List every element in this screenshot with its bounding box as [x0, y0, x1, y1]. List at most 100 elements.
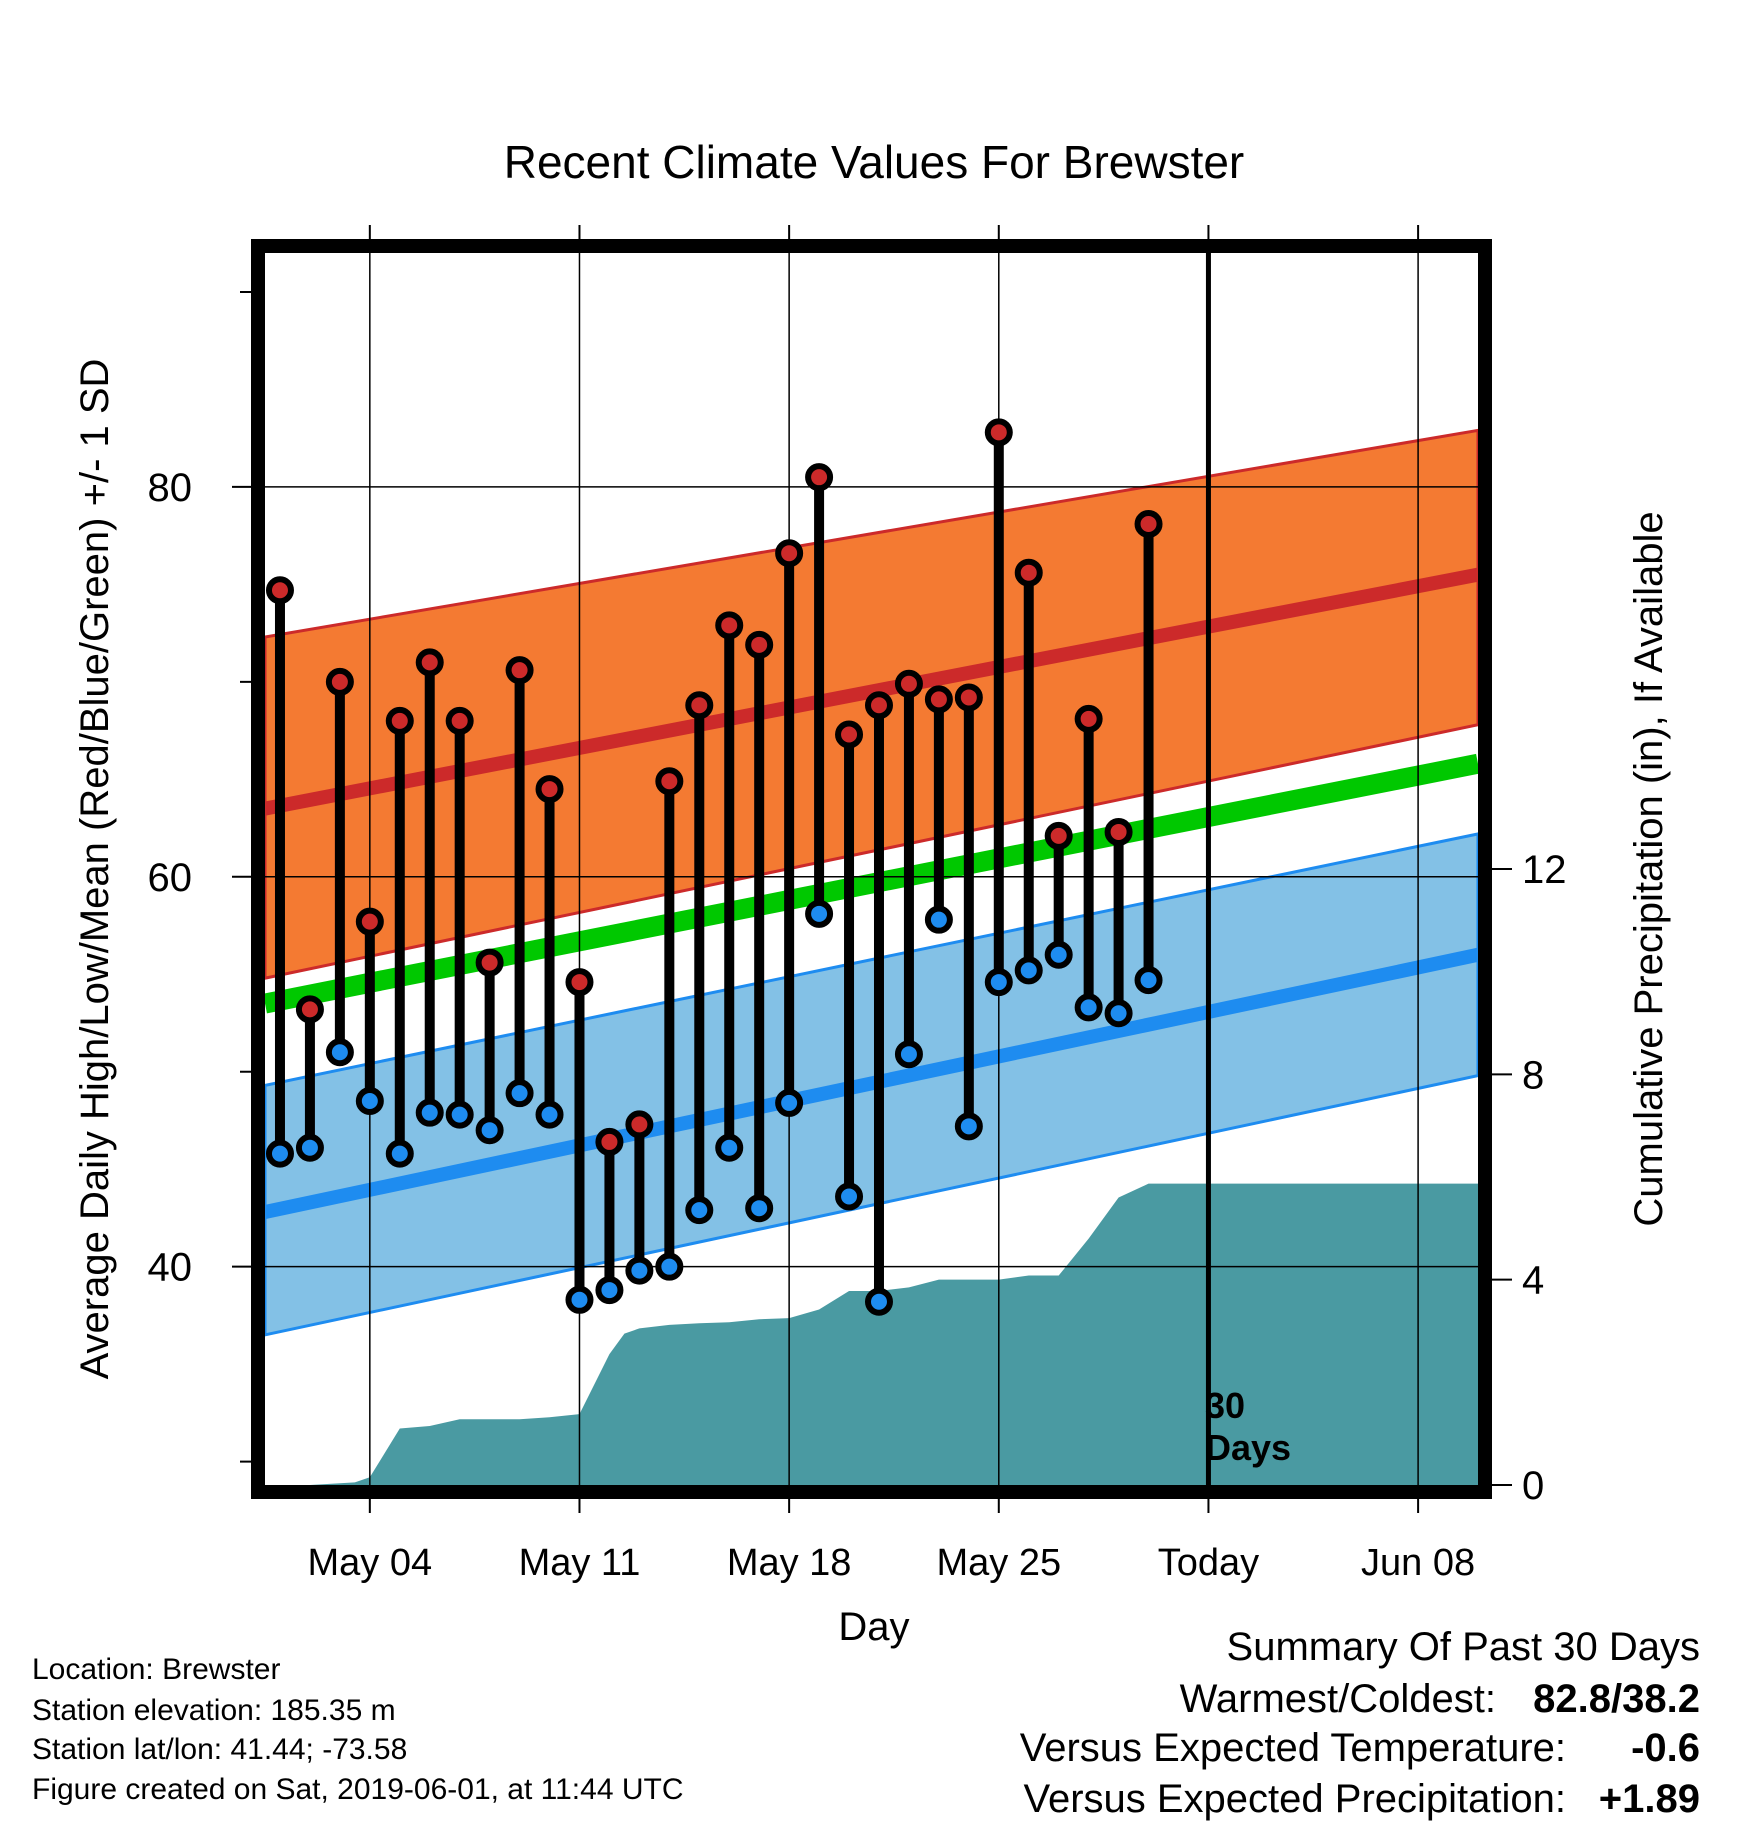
- normal-mean-line: [265, 753, 1478, 1014]
- daily-low-point: [954, 1112, 983, 1141]
- daily-low-point: [1014, 956, 1043, 985]
- daily-low-point: [1104, 999, 1133, 1028]
- y-right-tick-label: 0: [1522, 1464, 1544, 1508]
- daily-high-point: [475, 948, 504, 977]
- normal-low-line: [265, 947, 1478, 1219]
- daily-high-point: [715, 611, 744, 640]
- daily-low-point: [864, 1287, 893, 1316]
- today-label-days-count: 30: [1205, 1385, 1245, 1426]
- daily-high-point: [655, 767, 684, 796]
- summary-panel: Summary Of Past 30 Days Warmest/Coldest:…: [1020, 1625, 1700, 1821]
- today-marker: 30 Days: [1205, 253, 1291, 1485]
- axes: May 04 May 11 May 18 May 25 Today Jun 0840608…: [148, 225, 1567, 1584]
- chart-title: Recent Climate Values For Brewster: [504, 136, 1245, 188]
- precip-area: [265, 1183, 1478, 1485]
- daily-low-point: [505, 1079, 534, 1108]
- daily-low-point: [475, 1116, 504, 1145]
- daily-low-point: [625, 1256, 654, 1285]
- daily-low-point: [805, 899, 834, 928]
- x-tick-label: Jun 08: [1361, 1542, 1475, 1584]
- daily-low-point: [1074, 993, 1103, 1022]
- daily-high-point: [265, 576, 294, 605]
- daily-high-point: [415, 648, 444, 677]
- summary-temp-label: Versus Expected Temperature:: [1020, 1726, 1566, 1770]
- y-left-tick-label: 80: [148, 466, 193, 510]
- daily-temperature-series: [265, 418, 1163, 1316]
- daily-high-point: [355, 907, 384, 936]
- daily-low-point: [655, 1252, 684, 1281]
- daily-low-point: [745, 1194, 774, 1223]
- y-left-tick-label: 40: [148, 1246, 193, 1290]
- daily-low-point: [1044, 940, 1073, 969]
- daily-high-point: [595, 1127, 624, 1156]
- daily-low-point: [385, 1139, 414, 1168]
- daily-low-point: [835, 1182, 864, 1211]
- daily-low-point: [265, 1139, 294, 1168]
- daily-high-point: [505, 656, 534, 685]
- y-left-tick-label: 60: [148, 856, 193, 900]
- summary-precip-label: Versus Expected Precipitation:: [1023, 1777, 1566, 1821]
- info-elevation: Station elevation: 185.35 m: [32, 1694, 396, 1727]
- daily-high-point: [1074, 704, 1103, 733]
- daily-low-point: [415, 1098, 444, 1127]
- daily-low-point: [535, 1100, 564, 1129]
- daily-high-point: [445, 706, 474, 735]
- daily-low-point: [715, 1133, 744, 1162]
- normal-high-line: [265, 567, 1478, 816]
- daily-low-point: [445, 1100, 474, 1129]
- daily-low-point: [295, 1133, 324, 1162]
- daily-high-point: [745, 630, 774, 659]
- station-info: Location: Brewster Station elevation: 18…: [32, 1653, 684, 1806]
- daily-low-point: [924, 905, 953, 934]
- x-tick-label: May 18: [727, 1542, 852, 1584]
- summary-warm-cold-value: 82.8/38.2: [1533, 1677, 1700, 1721]
- summary-title: Summary Of Past 30 Days: [1227, 1625, 1700, 1669]
- daily-high-point: [295, 995, 324, 1024]
- summary-precip-value: +1.89: [1599, 1777, 1700, 1821]
- daily-low-point: [984, 968, 1013, 997]
- x-tick-label: May 11: [519, 1542, 641, 1584]
- daily-high-point: [924, 685, 953, 714]
- daily-low-point: [325, 1038, 354, 1067]
- info-created: Figure created on Sat, 2019-06-01, at 11…: [32, 1773, 684, 1806]
- daily-high-point: [1014, 558, 1043, 587]
- daily-low-point: [685, 1196, 714, 1225]
- summary-warm-cold-label: Warmest/Coldest:: [1180, 1677, 1496, 1721]
- daily-high-point: [864, 691, 893, 720]
- daily-high-point: [625, 1110, 654, 1139]
- daily-high-point: [1104, 817, 1133, 846]
- daily-high-point: [685, 691, 714, 720]
- daily-high-point: [775, 539, 804, 568]
- info-latlon: Station lat/lon: 41.44; -73.58: [32, 1733, 407, 1766]
- x-axis-title: Day: [838, 1605, 909, 1649]
- summary-temp-value: -0.6: [1631, 1726, 1700, 1770]
- daily-high-point: [325, 667, 354, 696]
- plot-frame: [251, 239, 1492, 1499]
- daily-low-point: [595, 1276, 624, 1305]
- daily-high-point: [894, 669, 923, 698]
- daily-low-point: [1134, 966, 1163, 995]
- y-right-tick-label: 8: [1522, 1053, 1544, 1097]
- info-location: Location: Brewster: [32, 1653, 280, 1686]
- daily-high-point: [954, 683, 983, 712]
- daily-high-point: [385, 706, 414, 735]
- y-right-tick-label: 4: [1522, 1259, 1544, 1303]
- daily-high-point: [984, 418, 1013, 447]
- today-label-days-word: Days: [1205, 1427, 1291, 1468]
- y-right-tick-label: 12: [1522, 848, 1567, 892]
- daily-high-point: [565, 968, 594, 997]
- y-axis-left-title: Average Daily High/Low/Mean (Red/Blue/Gr…: [73, 359, 117, 1380]
- daily-low-point: [565, 1285, 594, 1314]
- x-tick-label: May 25: [936, 1542, 1061, 1584]
- plot-area: [265, 428, 1478, 1485]
- x-tick-label: Today: [1158, 1542, 1259, 1584]
- daily-low-point: [775, 1088, 804, 1117]
- y-axis-right-title: Cumulative Precipitation (in), If Availa…: [1627, 511, 1671, 1226]
- x-tick-label: May 04: [308, 1542, 433, 1584]
- daily-low-point: [894, 1040, 923, 1069]
- daily-high-point: [835, 720, 864, 749]
- daily-high-point: [1134, 509, 1163, 538]
- daily-low-point: [355, 1086, 384, 1115]
- daily-high-point: [535, 775, 564, 804]
